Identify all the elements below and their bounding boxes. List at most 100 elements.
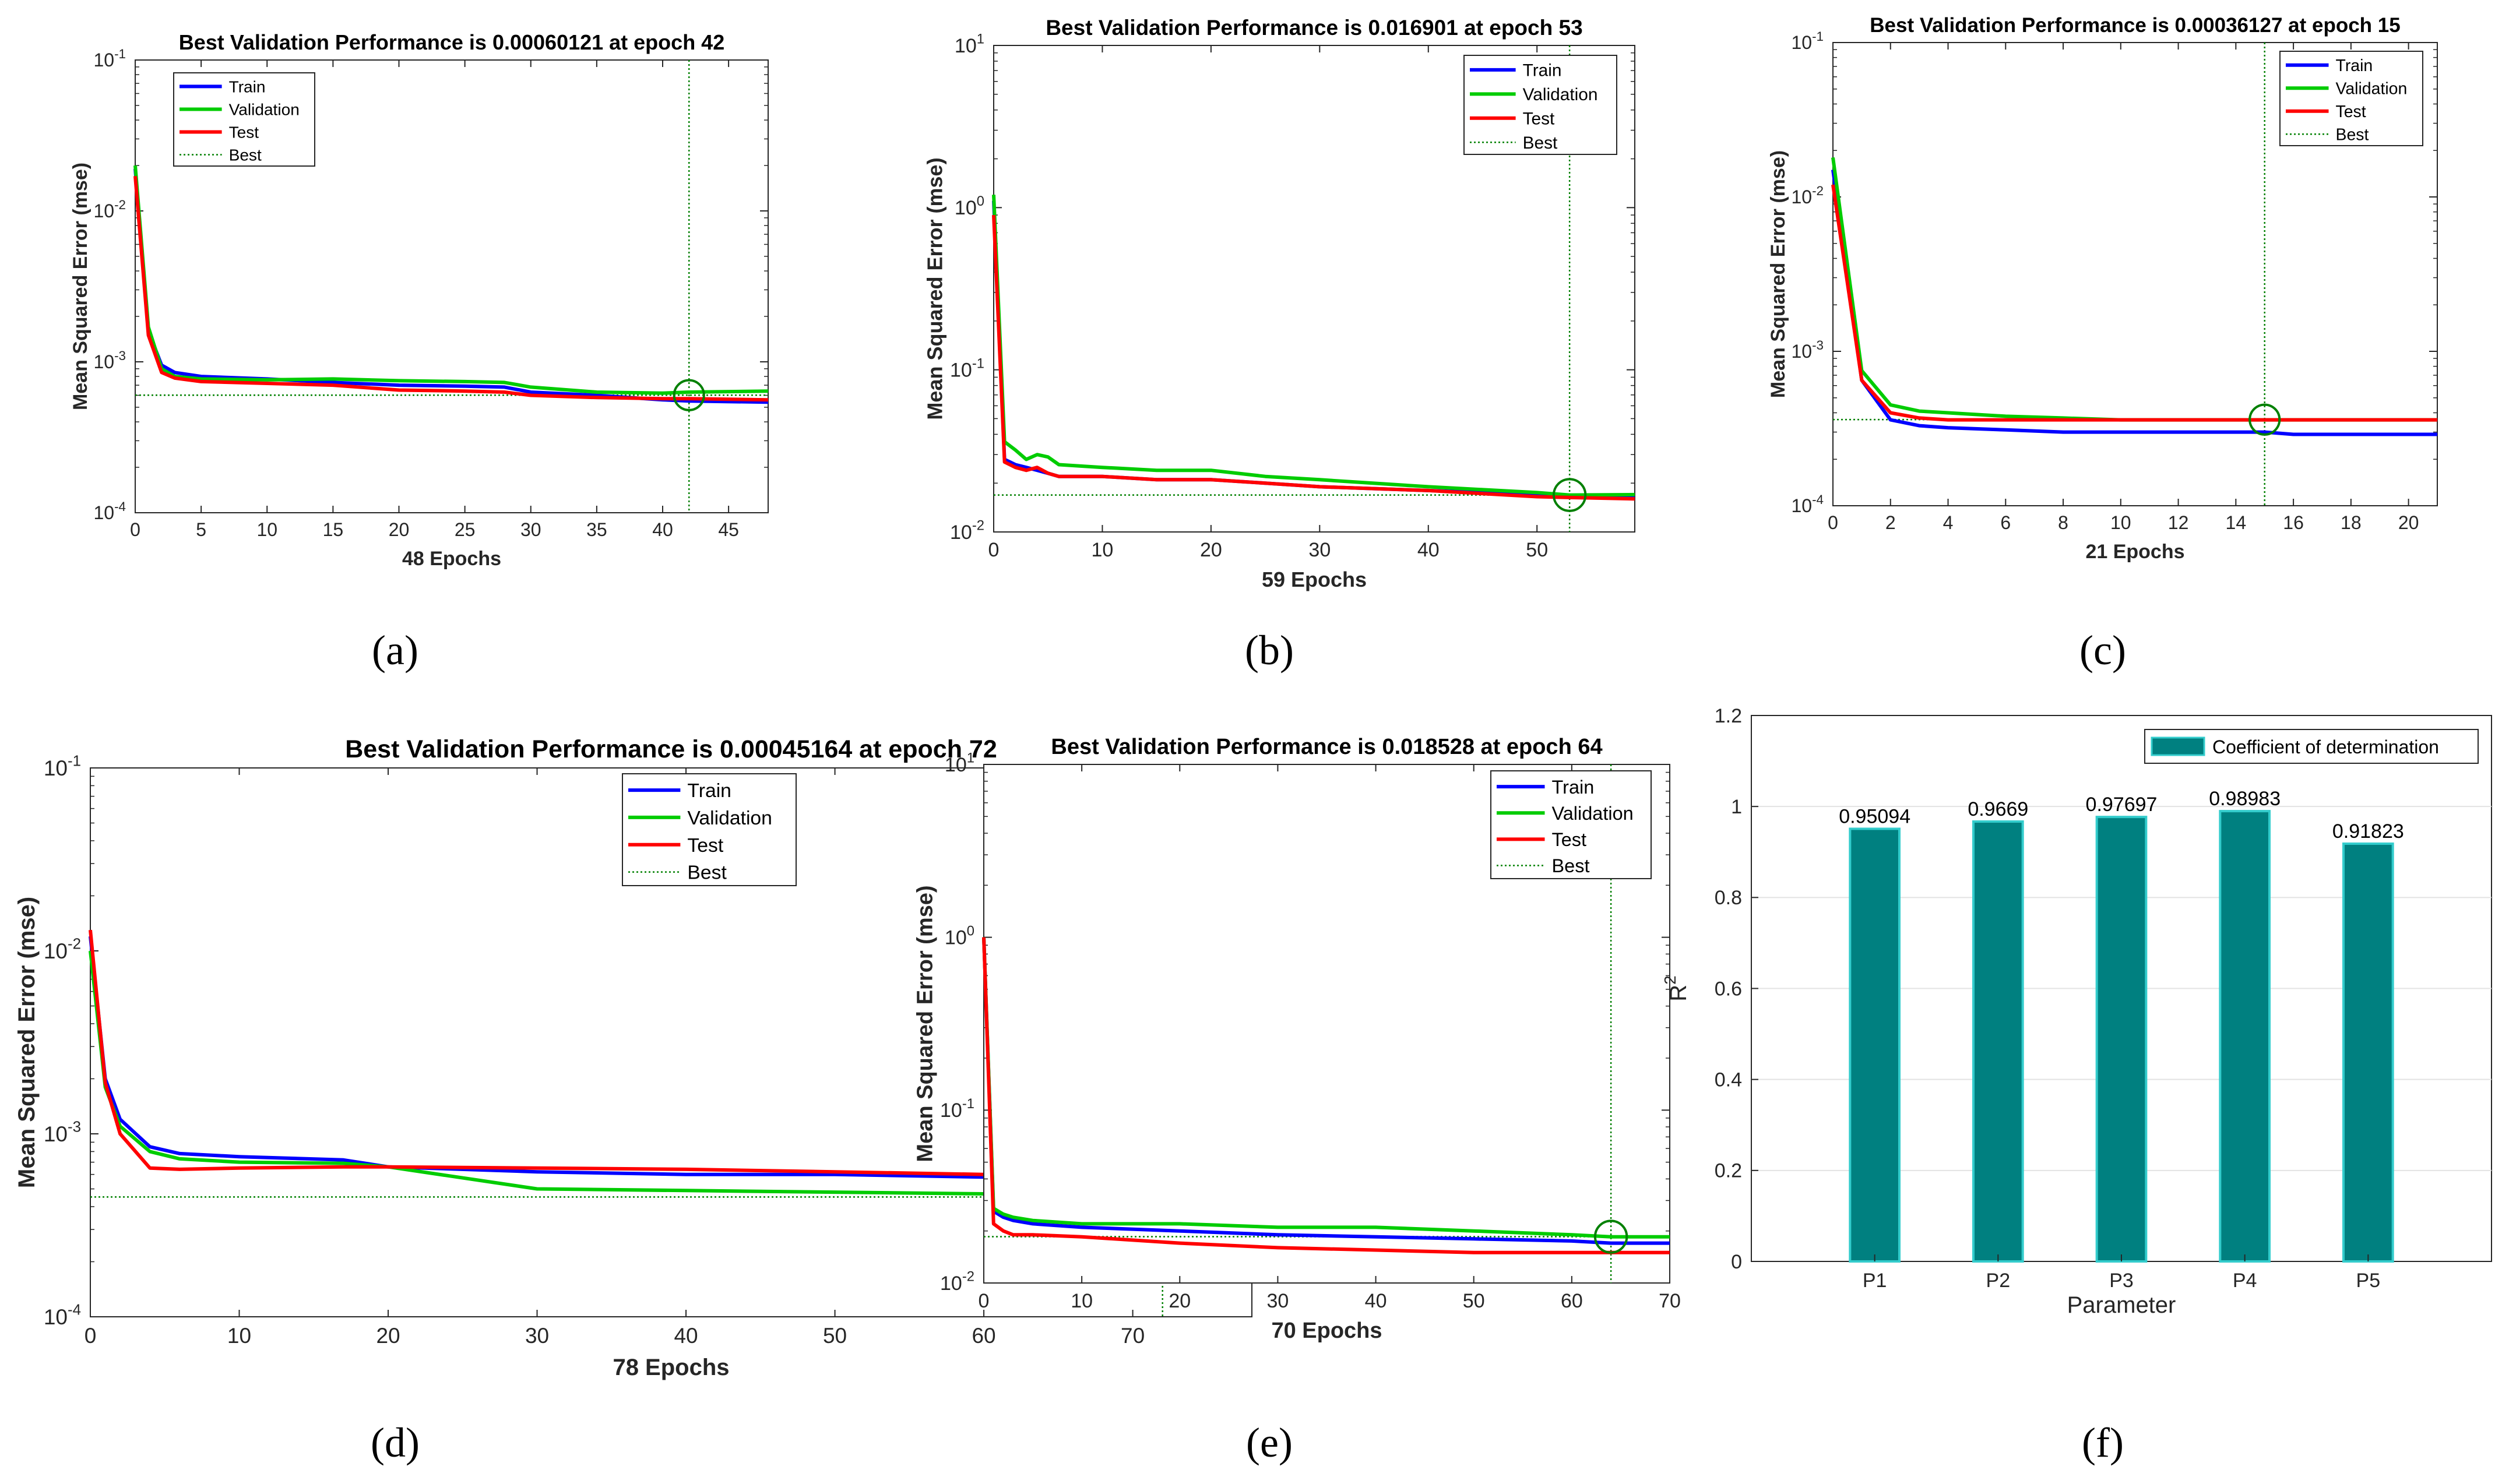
legend-label-test: Test	[229, 124, 259, 142]
y-axis-label-sup: 2	[1661, 975, 1679, 985]
x-tick-label: 15	[323, 519, 344, 540]
legend-label-train: Train	[1552, 777, 1595, 798]
y-tick-label: 10-1	[950, 355, 984, 381]
y-tick-label: 0.4	[1715, 1069, 1742, 1091]
y-tick-label: 10-1	[940, 1096, 974, 1122]
y-tick-label: 10-1	[44, 753, 81, 780]
x-tick-label: 50	[1463, 1290, 1485, 1312]
legend-label-best: Best	[229, 146, 262, 164]
bar-value-label: 0.91823	[2332, 820, 2404, 843]
panel-caption: (e)	[1246, 1419, 1293, 1466]
best-epoch-marker	[2248, 403, 2281, 436]
x-tick-label: 20	[1169, 1290, 1191, 1312]
legend-box	[2279, 51, 2423, 146]
y-tick-label: 0.6	[1715, 978, 1742, 1000]
series-line-test	[992, 214, 1635, 501]
x-tick-label: 0	[130, 519, 140, 540]
chart-title: Best Validation Performance is 0.0004516…	[345, 735, 997, 763]
best-epoch-marker	[1552, 478, 1587, 512]
panel-caption: (c)	[2079, 627, 2126, 674]
legend-label-train: Train	[229, 78, 266, 96]
bar-value-label: 0.95094	[1839, 805, 1910, 827]
y-tick-label: 10-2	[940, 1269, 974, 1295]
y-axis-label: Mean Squared Error (mse)	[69, 163, 92, 410]
panel-caption: (f)	[2082, 1419, 2124, 1466]
bar	[2342, 843, 2394, 1263]
y-tick-label: 1	[1731, 796, 1742, 818]
y-tick-exponent: -3	[1812, 338, 1824, 353]
y-tick-base: 10	[940, 1272, 962, 1295]
y-tick-base: 10	[93, 200, 114, 221]
x-tick-label: 30	[525, 1324, 549, 1348]
y-tick-label: 10-3	[44, 1119, 81, 1146]
legend-label-best: Best	[687, 862, 727, 884]
legend-label-validation: Validation	[2336, 79, 2408, 98]
x-axis-label: 70 Epochs	[1271, 1319, 1382, 1343]
x-tick-label: 0	[85, 1324, 97, 1348]
series-line-validation	[982, 937, 1670, 1239]
legend-label: Coefficient of determination	[2212, 736, 2439, 757]
legend-box	[173, 72, 315, 167]
x-tick-label: 60	[1561, 1290, 1583, 1312]
series-line-test	[133, 176, 769, 402]
legend-label-test: Test	[1552, 829, 1587, 850]
legend-label-best: Best	[2336, 125, 2369, 144]
x-tick-label: 16	[2283, 512, 2304, 533]
legend-box	[1463, 55, 1617, 155]
bar	[2219, 810, 2271, 1263]
y-tick-base: 10	[945, 927, 967, 949]
y-tick-base: 10	[955, 197, 977, 219]
x-tick-label: 0	[979, 1290, 990, 1312]
y-tick-label: 10-1	[1791, 29, 1824, 53]
x-tick-label: 20	[389, 519, 410, 540]
x-tick-label: 8	[2058, 512, 2068, 533]
y-tick-base: 10	[93, 351, 114, 372]
y-tick-base: 10	[950, 359, 972, 382]
x-tick-label: 10	[227, 1324, 251, 1348]
x-tick-label: 0	[1828, 512, 1838, 533]
y-tick-base: 10	[1791, 495, 1812, 516]
x-tick-label: 14	[2226, 512, 2247, 533]
y-tick-exponent: -3	[68, 1119, 81, 1135]
bar	[1849, 827, 1901, 1263]
x-axis-label: 21 Epochs	[2085, 541, 2184, 563]
series-line-validation	[133, 165, 769, 395]
x-tick-label: P3	[2109, 1270, 2134, 1292]
bar-value-label: 0.97697	[2086, 794, 2158, 816]
x-tick-label: P1	[1863, 1270, 1887, 1292]
legend-label-test: Test	[1523, 110, 1555, 129]
y-axis-label: Mean Squared Error (mse)	[913, 885, 938, 1162]
y-tick-base: 10	[1791, 32, 1812, 53]
y-tick-exponent: -4	[68, 1302, 81, 1318]
y-tick-base: 10	[940, 1099, 962, 1122]
chart-title: Best Validation Performance is 0.016901 …	[1046, 16, 1582, 40]
x-tick-label: 5	[196, 519, 206, 540]
y-tick-label: 0	[1731, 1251, 1742, 1273]
best-epoch-marker	[673, 379, 705, 411]
best-epoch-marker	[1593, 1219, 1628, 1254]
y-tick-base: 10	[44, 939, 68, 963]
x-tick-label: 40	[1417, 539, 1440, 561]
panel-caption: (b)	[1245, 627, 1294, 674]
y-tick-label: 10-4	[1791, 492, 1824, 516]
y-tick-exponent: -4	[1812, 492, 1824, 507]
x-tick-label: 40	[652, 519, 673, 540]
chart-title: Best Validation Performance is 0.0006012…	[179, 30, 724, 54]
y-tick-label: 10-4	[44, 1302, 81, 1329]
y-tick-exponent: 0	[977, 193, 984, 209]
legend-label-train: Train	[687, 780, 731, 802]
x-axis-label: 59 Epochs	[1262, 567, 1367, 591]
x-tick-label: 20	[2398, 512, 2419, 533]
x-axis-label: Parameter	[2067, 1292, 2176, 1318]
y-tick-exponent: 1	[967, 750, 974, 766]
y-tick-label: 10-2	[44, 936, 81, 963]
chart-title: Best Validation Performance is 0.0003612…	[1870, 14, 2400, 37]
x-tick-label: 10	[256, 519, 277, 540]
x-tick-label: 10	[1071, 1290, 1093, 1312]
x-tick-label: P2	[1986, 1270, 2011, 1292]
bar	[1972, 820, 2024, 1263]
x-tick-label: 0	[988, 539, 1000, 561]
legend-label-validation: Validation	[687, 807, 772, 829]
y-tick-exponent: -2	[962, 1269, 974, 1285]
